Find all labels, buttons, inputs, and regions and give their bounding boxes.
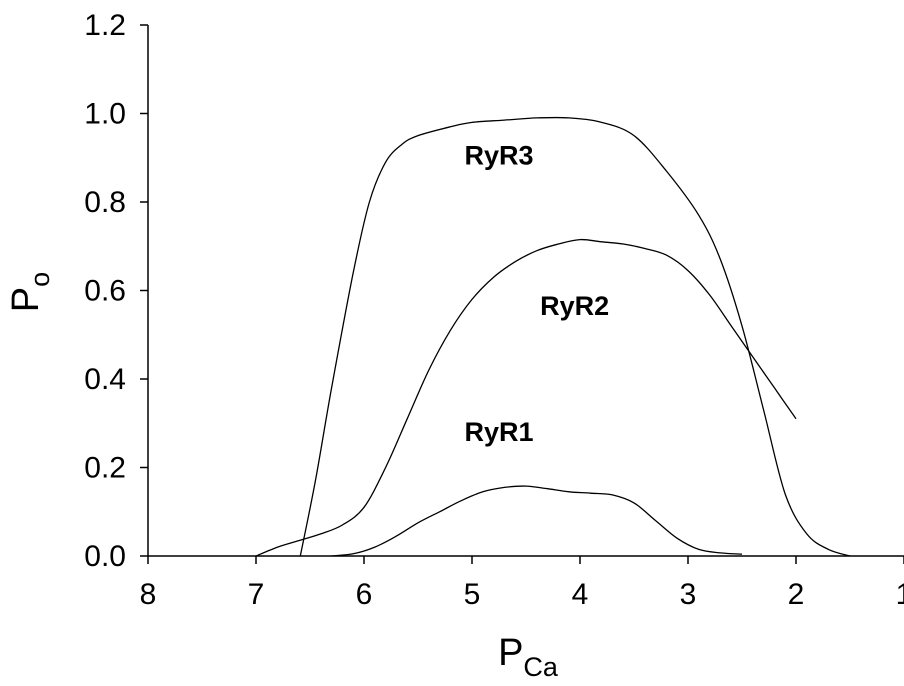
y-axis-title: Po <box>5 272 55 312</box>
series-label-ryr1: RyR1 <box>464 417 533 447</box>
x-axis-title: PCa <box>498 632 559 682</box>
series-label-ryr3: RyR3 <box>464 140 533 170</box>
series-line-ryr3 <box>299 116 851 557</box>
y-tick-label: 0.8 <box>84 186 126 219</box>
axes <box>147 25 904 557</box>
series-line-ryr2 <box>255 238 797 557</box>
y-axis-title-sub: o <box>25 272 55 287</box>
series-lines <box>255 116 851 557</box>
x-tick-label: 6 <box>356 578 373 611</box>
x-tick-label: 4 <box>572 578 589 611</box>
y-tick-label: 1.2 <box>84 9 126 42</box>
series-label-ryr2: RyR2 <box>540 291 609 321</box>
x-axis-title-sub: Ca <box>523 652 558 682</box>
x-tick-label: 7 <box>248 578 265 611</box>
x-axis-title-main: P <box>498 632 523 674</box>
x-tick-label: 5 <box>464 578 481 611</box>
series-line-ryr1 <box>331 485 743 557</box>
series-labels: RyR3 RyR2 RyR1 <box>464 140 609 447</box>
x-tick-label: 1 <box>896 578 904 611</box>
y-ticks: 0.0 0.2 0.4 0.6 0.8 1.0 1.2 <box>84 9 148 573</box>
x-tick-label: 2 <box>788 578 805 611</box>
y-tick-label: 1.0 <box>84 98 126 131</box>
y-tick-label: 0.4 <box>84 363 126 396</box>
y-tick-label: 0.2 <box>84 452 126 485</box>
x-tick-label: 3 <box>680 578 697 611</box>
y-tick-label: 0.0 <box>84 540 126 573</box>
x-ticks: 8 7 6 5 4 3 2 1 <box>140 556 904 611</box>
x-tick-label: 8 <box>140 578 157 611</box>
y-axis-title-main: P <box>5 287 47 312</box>
y-tick-label: 0.6 <box>84 275 126 308</box>
